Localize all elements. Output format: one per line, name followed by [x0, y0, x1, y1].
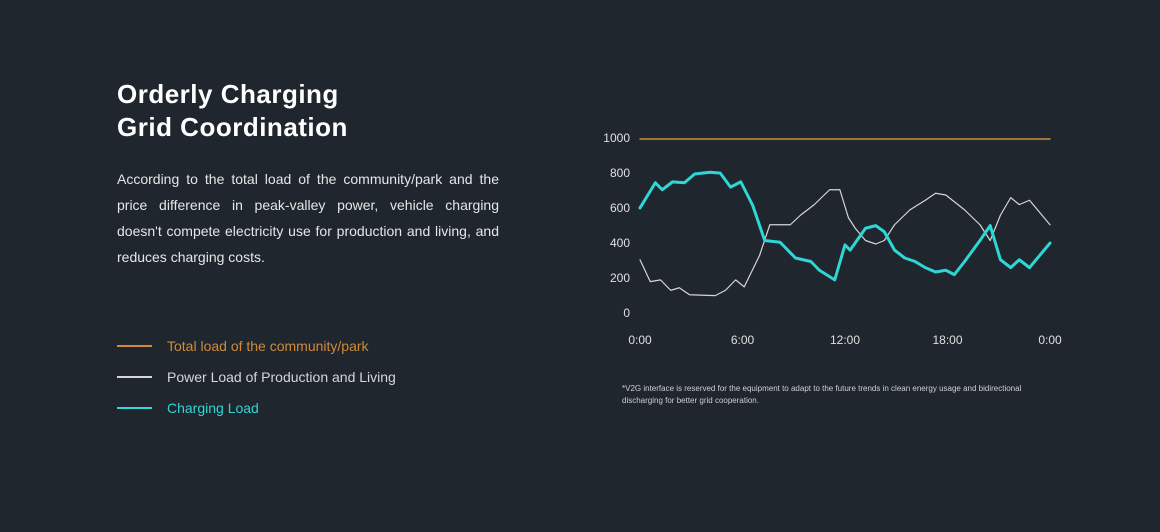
heading: Orderly Charging Grid Coordination [117, 78, 348, 144]
x-tick-label: 18:00 [932, 333, 962, 347]
y-tick-label: 1000 [603, 131, 630, 145]
legend-label: Total load of the community/park [167, 337, 369, 354]
legend-swatch [117, 344, 152, 347]
heading-line: Orderly Charging [117, 79, 339, 109]
series-line [638, 170, 1052, 282]
heading-line: Grid Coordination [117, 112, 348, 142]
series-line [639, 189, 1051, 297]
y-tick-label: 400 [610, 236, 630, 250]
legend-swatch [117, 406, 152, 409]
legend-swatch [117, 375, 152, 378]
legend-label: Charging Load [167, 399, 259, 416]
y-tick-label: 600 [610, 201, 630, 215]
legend-item: Power Load of Production and Living [117, 361, 396, 392]
description: According to the total load of the commu… [117, 171, 499, 265]
footnote: *V2G interface is reserved for the equip… [622, 384, 1022, 405]
legend-item: Total load of the community/park [117, 330, 396, 361]
x-tick-label: 0:00 [1038, 333, 1062, 347]
chart: 0 200 400 600 800 1000 0:00 6:00 12:00 18:00 0:00 [603, 131, 1062, 347]
legend-item: Charging Load [117, 392, 396, 423]
y-tick-label: 200 [610, 271, 630, 285]
x-tick-label: 6:00 [731, 333, 755, 347]
x-tick-label: 12:00 [830, 333, 860, 347]
y-tick-label: 0 [623, 306, 630, 320]
legend-label: Power Load of Production and Living [167, 368, 396, 385]
x-tick-label: 0:00 [628, 333, 652, 347]
legend: Total load of the community/park Power Lo… [117, 330, 396, 423]
y-tick-label: 800 [610, 166, 630, 180]
